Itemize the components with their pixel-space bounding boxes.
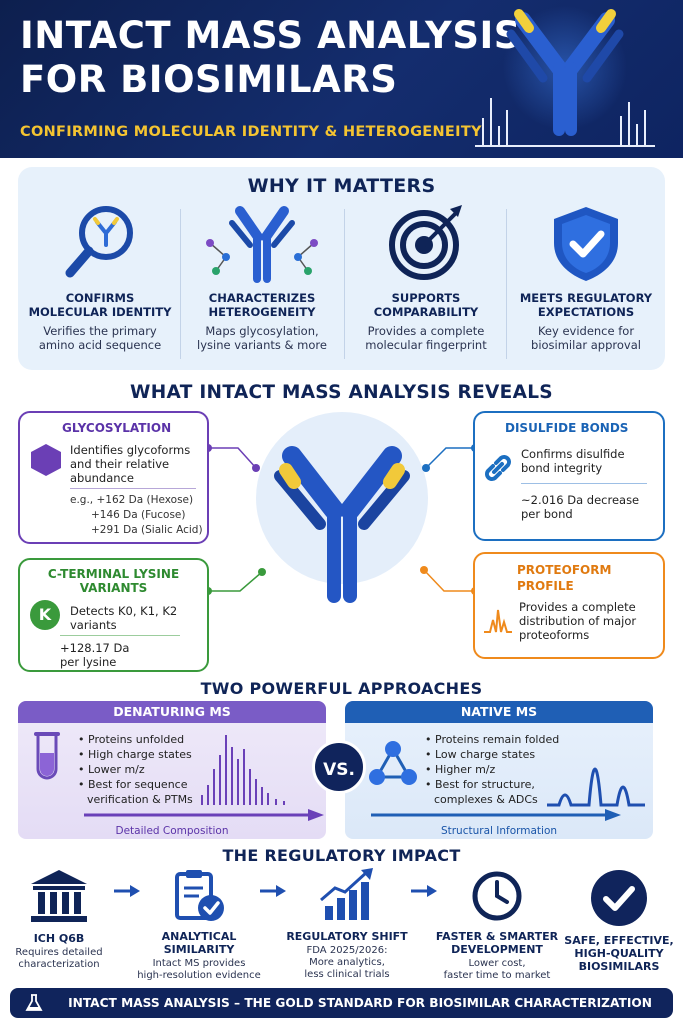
antibody-spectrum-icon [475, 6, 655, 147]
reveals-title: WHAT INTACT MASS ANALYSIS REVEALS [130, 382, 553, 403]
why-item-identity: CONFIRMS MOLECULAR IDENTITY Verifies the … [20, 203, 180, 363]
divider [506, 209, 507, 359]
reg-step-outcome: SAFE, EFFECTIVE, HIGH-QUALITY BIOSIMILAR… [558, 868, 680, 973]
check-circle-icon [591, 870, 647, 926]
arrow-icon [411, 885, 437, 897]
building-icon [31, 870, 87, 922]
why-it-matters-section: WHY IT MATTERS CONFIRMS MOLECULAR IDENTIT… [18, 167, 665, 370]
flask-icon [25, 994, 43, 1011]
native-spectrum-graphic [547, 767, 645, 807]
shield-check-icon [554, 207, 618, 281]
target-icon [389, 205, 462, 280]
denaturing-ms-panel: DENATURING MS Proteins unfolded High cha… [18, 701, 326, 839]
header-banner: INTACT MASS ANALYSIS FOR BIOSIMILARS CON… [0, 0, 683, 158]
clipboard-check-icon [175, 870, 224, 921]
reg-step-ich: ICH Q6B Requires detailed characterizatio… [4, 868, 114, 971]
regulatory-title: THE REGULATORY IMPACT [222, 846, 461, 865]
spectrum-peak-icon [484, 609, 512, 633]
arrow-icon [371, 809, 621, 821]
hexagon-icon [31, 444, 61, 476]
footer-banner: INTACT MASS ANALYSIS – THE GOLD STANDARD… [10, 988, 673, 1018]
why-item-heterogeneity: CHARACTERIZES HETEROGENEITY Maps glycosyl… [182, 203, 342, 363]
antibody-backdrop [256, 412, 428, 584]
arrow-icon [114, 885, 140, 897]
divider [344, 209, 345, 359]
proteoform-profile-card: PROTEOFORM PROFILE Provides a complete d… [473, 552, 665, 659]
footer-text: INTACT MASS ANALYSIS – THE GOLD STANDARD… [68, 996, 652, 1010]
glycosylation-card: GLYCOSYLATION Identifies glycoforms and … [18, 411, 209, 544]
antibody-glycan-icon [206, 206, 318, 283]
lysine-badge: K [30, 600, 60, 630]
divider [180, 209, 181, 359]
reg-step-shift: REGULATORY SHIFT FDA 2025/2026: More anal… [284, 868, 410, 981]
molecule-icon [369, 741, 417, 785]
why-item-comparability: SUPPORTS COMPARABILITY Provides a complet… [346, 203, 506, 363]
reg-step-faster: FASTER & SMARTER DEVELOPMENT Lower cost, f… [434, 868, 560, 982]
chain-link-icon [485, 455, 511, 481]
lysine-variants-card: C-TERMINAL LYSINE VARIANTS K Detects K0,… [18, 558, 209, 672]
test-tube-icon [34, 732, 60, 780]
page-subtitle: CONFIRMING MOLECULAR IDENTITY & HETEROGE… [20, 124, 482, 140]
vs-badge: VS. [312, 740, 366, 794]
section-title: WHY IT MATTERS [247, 175, 436, 197]
native-ms-panel: NATIVE MS Proteins remain folded Low cha… [345, 701, 653, 839]
arrow-icon [84, 809, 324, 821]
page-title: INTACT MASS ANALYSIS FOR BIOSIMILARS [20, 14, 521, 102]
title-line-2: FOR BIOSIMILARS [20, 58, 398, 101]
title-line-1: INTACT MASS ANALYSIS [20, 14, 521, 57]
magnifier-antibody-icon [65, 206, 133, 278]
approaches-title: TWO POWERFUL APPROACHES [200, 679, 483, 698]
clock-icon [472, 871, 522, 921]
antibody-icon [274, 446, 410, 603]
reg-step-analytical: ANALYTICAL SIMILARITY Intact MS provides h… [136, 868, 262, 982]
disulfide-bonds-card: DISULFIDE BONDS Confirms disulfide bond … [473, 411, 665, 541]
arrow-icon [260, 885, 286, 897]
denaturing-spectrum-graphic [201, 735, 285, 805]
bar-chart-icon [320, 868, 373, 920]
why-item-regulatory: MEETS REGULATORY EXPECTATIONS Key evidenc… [506, 203, 666, 363]
